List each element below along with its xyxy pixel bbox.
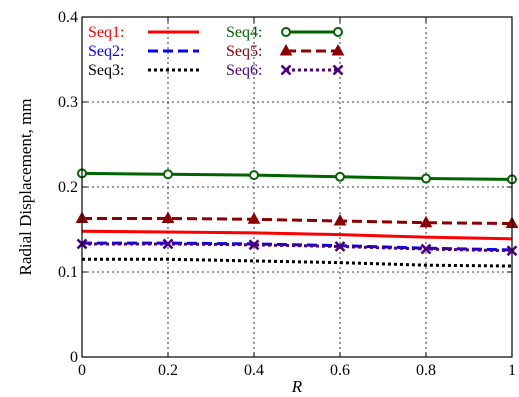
x-tick-label: 1 [508, 362, 516, 379]
legend-marker [333, 27, 343, 37]
data-point-marker [249, 170, 259, 181]
legend-marker [332, 64, 344, 76]
x-axis-label: R [291, 377, 303, 396]
legend-label: Seq4: [226, 24, 262, 41]
x-marker-stroke [280, 64, 292, 76]
data-point-marker [420, 243, 432, 255]
x-marker-stroke [162, 238, 174, 250]
legend-entry-5: Seq5: [226, 43, 345, 60]
x-tick-label: 0.8 [416, 362, 436, 379]
data-series [75, 168, 519, 268]
x-tick-label: 0 [78, 362, 86, 379]
x-marker-stroke [420, 243, 432, 255]
x-marker-stroke [248, 239, 260, 251]
legend-marker [280, 64, 292, 76]
y-tick-label: 0.2 [58, 179, 78, 196]
grid-lines [82, 17, 512, 357]
series-5 [75, 211, 519, 229]
y-tick-label: 0.1 [58, 264, 78, 281]
legend-entry-4: Seq4: [226, 24, 343, 41]
series-line [82, 241, 513, 252]
data-point-marker [335, 171, 345, 182]
legend-marker [331, 43, 345, 56]
x-tick-label: 0.2 [158, 362, 178, 379]
legend-label: Seq1: [88, 24, 124, 41]
series-line [81, 229, 513, 241]
series-4 [77, 168, 517, 185]
data-point-marker [334, 241, 346, 252]
legend-marker [279, 43, 293, 56]
series-1 [81, 229, 513, 241]
x-marker-stroke [332, 64, 344, 76]
data-point-marker [421, 173, 431, 184]
legend-entry-2: Seq2: [88, 43, 199, 60]
axis-ticks: 0 0.1 0.2 0.3 0.4 0 0.2 0.4 0.6 0.8 1 [58, 9, 516, 379]
legend: Seq1: Seq2: Seq3: Seq4: Seq5: Seq6: [88, 24, 345, 79]
legend-entry-3: Seq3: [88, 62, 199, 79]
x-marker-stroke [334, 241, 346, 252]
y-tick-label: 0.3 [58, 94, 78, 111]
legend-label: Seq2: [88, 43, 124, 60]
data-point-marker [163, 169, 173, 180]
x-tick-label: 0.4 [244, 362, 264, 379]
y-tick-label: 0 [70, 349, 78, 366]
data-point-marker [419, 215, 433, 228]
legend-label: Seq3: [88, 62, 124, 79]
data-point-marker [248, 239, 260, 251]
legend-entry-6: Seq6: [226, 62, 344, 79]
data-point-marker [161, 211, 175, 223]
data-point-marker [333, 213, 347, 226]
series-line [81, 171, 513, 181]
legend-entry-1: Seq1: [88, 24, 199, 41]
legend-label: Seq5: [226, 43, 262, 60]
legend-label: Seq6: [226, 62, 262, 79]
series-3 [82, 257, 513, 268]
series-line [82, 257, 513, 268]
y-axis-label: Radial Displacement, mm [16, 98, 35, 275]
legend-marker [281, 27, 291, 37]
series-line [82, 216, 513, 226]
data-point-marker [247, 212, 261, 224]
x-tick-label: 0.6 [330, 362, 350, 379]
series-2 [82, 241, 513, 252]
data-point-marker [162, 238, 174, 250]
y-tick-label: 0.4 [58, 9, 78, 26]
